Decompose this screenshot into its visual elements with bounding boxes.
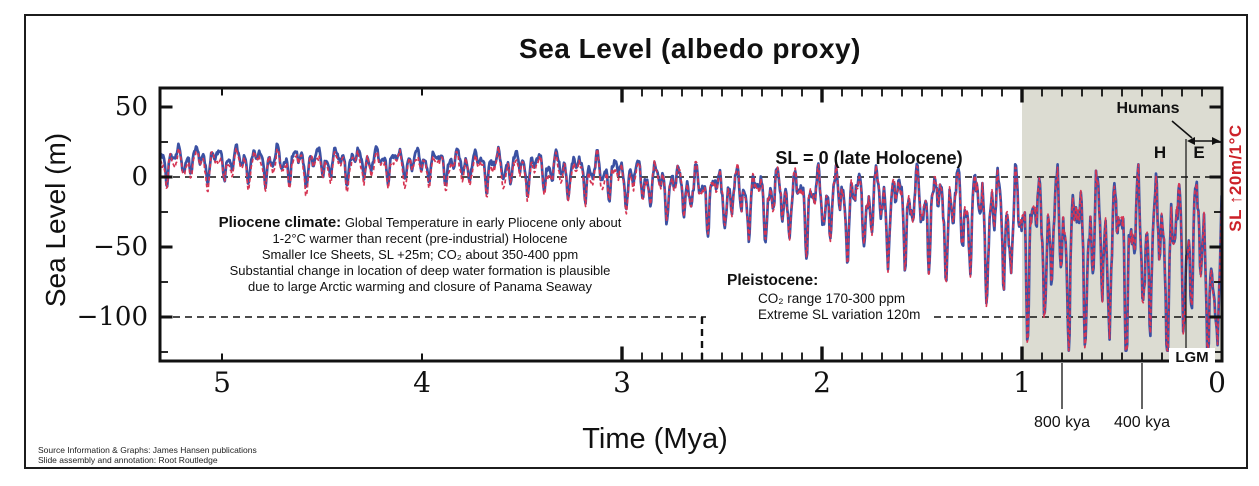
sea-level-zero-annotation: SL = 0 (late Holocene) <box>775 148 963 168</box>
kya-label: 400 kya <box>1113 414 1171 431</box>
pleistocene-heading: Pleistocene: <box>727 272 819 289</box>
pliocene-line: due to large Arctic warming and closure … <box>248 279 592 294</box>
y-tick-label: −50 <box>93 232 148 262</box>
kya-label: 800 kya <box>1033 414 1091 431</box>
pliocene-text-block: Pliocene climate: Global Temperature in … <box>182 215 658 295</box>
source-line: Slide assembly and annotation: Root Rout… <box>38 454 218 465</box>
e-eemian-label: E <box>1193 143 1205 162</box>
right-axis-scale-label: SL ↑20m/1°C <box>1226 124 1245 232</box>
x-axis-label: Time (Mya) <box>582 423 728 455</box>
pleistocene-line: Extreme SL variation 120m <box>758 306 921 322</box>
x-tick-label: 2 <box>813 366 831 399</box>
y-axis-label: Sea Level (m) <box>40 132 71 308</box>
chart-title: Sea Level (albedo proxy) <box>519 33 861 64</box>
pleistocene-text-block: Pleistocene: CO₂ range 170-300 ppm Extre… <box>727 271 987 322</box>
pliocene-line: 1-2°C warmer than recent (pre-industrial… <box>272 231 568 246</box>
source-line: Source Information & Graphs: James Hanse… <box>38 445 257 455</box>
pliocene-heading: Pliocene climate: <box>218 214 342 231</box>
pliocene-line: Substantial change in location of deep w… <box>229 263 611 278</box>
y-tick-label: 50 <box>114 92 148 122</box>
y-tick-label: −100 <box>76 302 148 332</box>
arrowhead-right <box>1212 137 1220 145</box>
pliocene-line: Smaller Ice Sheets, SL +25m; CO₂ about 3… <box>261 247 579 262</box>
h-interglacial-label: H <box>1153 143 1167 162</box>
x-tick-label: 1 <box>1013 366 1031 399</box>
plot-frame <box>158 86 1224 363</box>
temperature-scaled-sl-curve <box>161 145 1221 352</box>
arrowhead-left <box>1187 137 1195 145</box>
source-attribution: Source Information & Graphs: James Hanse… <box>38 445 257 465</box>
humans-annotation: Humans <box>1116 100 1180 117</box>
slide-border <box>24 14 1248 469</box>
x-tick-label: 4 <box>413 366 431 399</box>
x-tick-label: 5 <box>213 366 231 399</box>
x-tick-label: 0 <box>1208 366 1226 399</box>
lgm-label: LGM <box>1169 348 1215 367</box>
pleistocene-line: CO₂ range 170-300 ppm <box>758 291 906 306</box>
pliocene-line: Pliocene climate: Global Temperature in … <box>218 214 622 231</box>
humans-pointer-line <box>1171 120 1193 139</box>
y-tick-label: 0 <box>131 162 148 192</box>
x-tick-label: 3 <box>613 366 631 399</box>
